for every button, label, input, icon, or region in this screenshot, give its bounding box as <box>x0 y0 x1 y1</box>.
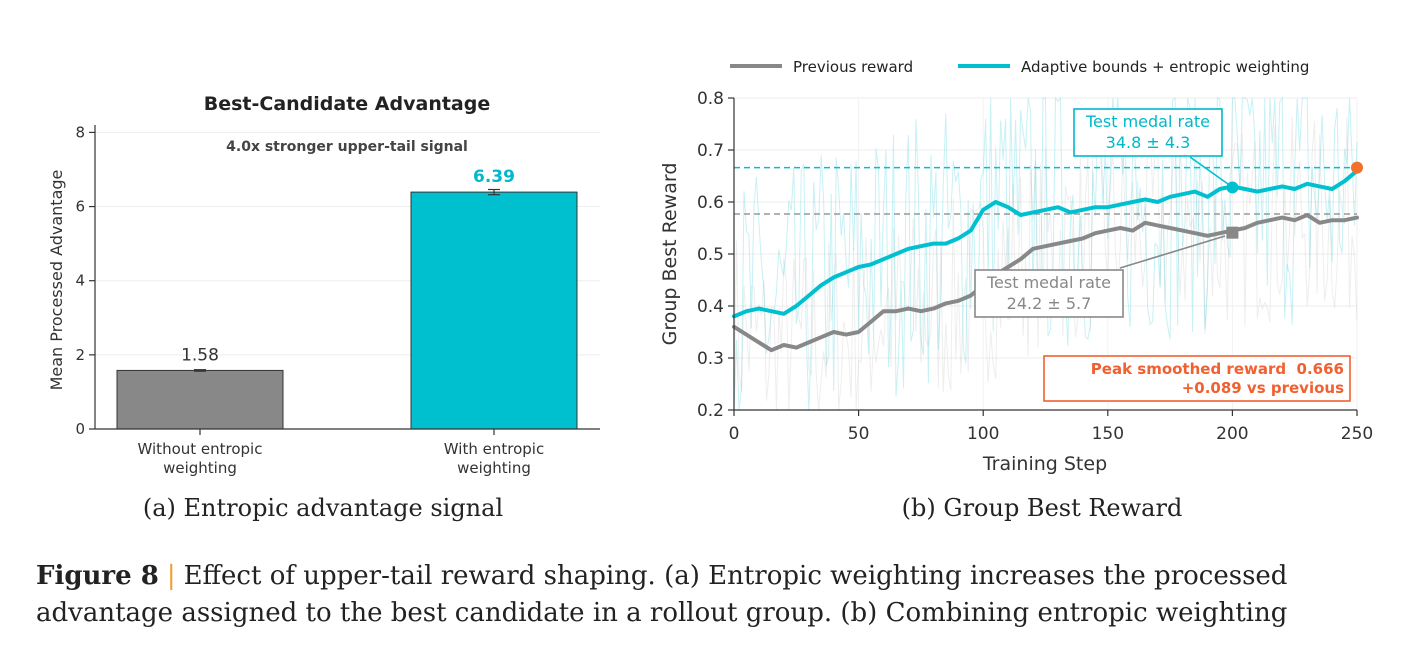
line-x-tick-label: 150 <box>1092 424 1124 444</box>
line-noise <box>733 96 1358 411</box>
bar-y-tick-label: 2 <box>75 346 85 364</box>
bar <box>116 369 284 430</box>
marker-circle <box>1351 161 1363 174</box>
bar-x-tick-label: Without entropic <box>138 440 263 458</box>
line-x-tick-label: 0 <box>729 424 740 444</box>
bar-y-ticks: 0 2 4 6 8 <box>75 123 95 438</box>
cyan-annotation-box <box>1073 108 1223 157</box>
bar-x-tick-label: weighting <box>163 459 237 477</box>
bar-chart-annotation: 4.0x stronger upper-tail signal <box>226 139 468 155</box>
series-line <box>732 213 1359 353</box>
subcaption-b: (b) Group Best Reward <box>902 494 1183 522</box>
cyan-annotation-line2: 34.8 ± 4.3 <box>1106 133 1191 152</box>
peak-annotation-box <box>1043 355 1351 402</box>
line-markers <box>1226 161 1363 239</box>
bar-y-tick-label: 8 <box>75 123 85 141</box>
line-x-tick-label: 100 <box>967 424 999 444</box>
line-y-axis-label: Group Best Reward <box>659 163 681 346</box>
bar-y-tick-label: 4 <box>75 272 85 290</box>
bars: 1.58 6.39 <box>116 167 578 430</box>
series-line <box>732 168 1359 319</box>
marker-square <box>1226 226 1239 239</box>
marker-circle <box>1226 181 1239 194</box>
caption-label: Figure 8 <box>36 561 159 591</box>
line-x-tick-label: 200 <box>1216 424 1248 444</box>
gray-annotation-box <box>974 269 1124 318</box>
legend: Previous reward Adaptive bounds + entrop… <box>730 58 1309 76</box>
bar-x-tick-label: weighting <box>457 459 531 477</box>
bar-y-tick-label: 6 <box>75 198 85 216</box>
line-y-tick-label: 0.3 <box>697 349 724 369</box>
bar-chart-title: Best-Candidate Advantage <box>204 93 490 115</box>
reference-lines <box>734 166 1357 215</box>
legend-label-adaptive: Adaptive bounds + entropic weighting <box>1021 58 1309 76</box>
legend-label-previous: Previous reward <box>793 58 913 76</box>
line-series <box>732 168 1359 353</box>
bar-y-axis-label: Mean Processed Advantage <box>47 170 66 391</box>
line-x-tick-label: 250 <box>1341 424 1373 444</box>
gray-annotation-line1: Test medal rate <box>986 273 1111 292</box>
bar-chart: Best-Candidate Advantage 4.0x stronger u… <box>47 93 600 522</box>
subcaption-a: (a) Entropic advantage signal <box>143 494 503 522</box>
caption-text-1: Effect of upper-tail reward shaping. (a)… <box>184 561 1288 591</box>
figure-caption: Figure 8 | Effect of upper-tail reward sha… <box>36 561 1287 628</box>
line-y-tick-label: 0.4 <box>697 297 724 317</box>
line-y-tick-label: 0.7 <box>697 141 724 161</box>
line-y-tick-label: 0.5 <box>697 245 724 265</box>
cyan-annotation-line1: Test medal rate <box>1085 112 1210 131</box>
line-x-ticks: 0 50 100 150 200 250 <box>729 410 1373 444</box>
raw-trace <box>733 96 1358 411</box>
caption-line-1: Figure 8 | Effect of upper-tail reward sha… <box>36 561 1287 591</box>
line-chart: Previous reward Adaptive bounds + entrop… <box>659 58 1373 522</box>
bar-y-tick-label: 0 <box>75 420 85 438</box>
cyan-annotation-arrow <box>1189 156 1229 185</box>
line-y-tick-label: 0.6 <box>697 193 724 213</box>
gray-annotation-arrow <box>1119 235 1226 269</box>
line-y-tick-label: 0.8 <box>697 89 724 109</box>
gray-annotation-line2: 24.2 ± 5.7 <box>1007 294 1092 313</box>
raw-trace <box>733 116 1358 411</box>
line-y-tick-label: 0.2 <box>697 401 724 421</box>
bar <box>410 191 578 430</box>
peak-annotation-line2: +0.089 vs previous <box>1182 379 1344 397</box>
line-x-tick-label: 50 <box>848 424 870 444</box>
bar-x-tick-label: With entropic <box>444 440 544 458</box>
bar-value-label: 6.39 <box>473 167 515 187</box>
peak-annotation-line1: Peak smoothed reward 0.666 <box>1091 360 1344 378</box>
caption-line-2: advantage assigned to the best candidate… <box>36 598 1287 628</box>
bar-value-label: 1.58 <box>181 345 219 365</box>
line-y-ticks: 0.2 0.3 0.4 0.5 0.6 0.7 0.8 <box>697 89 734 421</box>
caption-separator: | <box>167 561 176 591</box>
line-x-axis-label: Training Step <box>982 453 1107 475</box>
